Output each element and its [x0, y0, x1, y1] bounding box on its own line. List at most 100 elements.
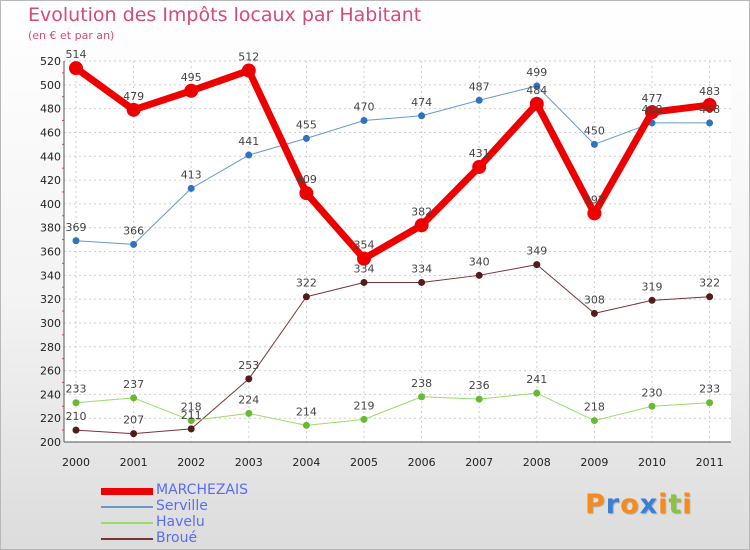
- y-tick-label: 360: [40, 246, 61, 259]
- axis-layer: 200 220 240 260 280 300 320 340 360 380 400 420 440 4…: [40, 55, 731, 469]
- data-label: 218: [584, 401, 605, 414]
- y-tick-label: 480: [40, 103, 61, 116]
- y-tick-label: 260: [40, 365, 61, 378]
- data-point: [187, 184, 195, 192]
- data-label: 340: [469, 255, 490, 268]
- data-point: [702, 98, 717, 113]
- proxiti-logo: Proxiti: [585, 489, 693, 520]
- data-point: [706, 119, 714, 127]
- data-label: 230: [642, 386, 663, 399]
- data-point: [130, 394, 138, 402]
- chart-subtitle: (en € et par an): [28, 29, 115, 42]
- data-point: [533, 389, 541, 397]
- data-point: [245, 409, 253, 417]
- data-point: [302, 293, 310, 301]
- data-label: 483: [699, 85, 720, 98]
- data-point: [533, 261, 541, 269]
- chart-title: Evolution des Impôts locaux par Habitant: [28, 4, 422, 26]
- data-label: 487: [469, 80, 490, 93]
- data-label: 233: [699, 383, 720, 396]
- data-point: [360, 415, 368, 423]
- data-point: [245, 375, 253, 383]
- data-label: 207: [123, 414, 144, 427]
- legend-label: Broué: [156, 530, 198, 546]
- data-point: [418, 393, 426, 401]
- data-point: [414, 218, 429, 233]
- data-label: 477: [642, 92, 663, 105]
- x-tick-label: 2001: [120, 456, 148, 469]
- grid-layer: [64, 60, 731, 443]
- data-label: 470: [354, 101, 375, 114]
- logo-letter: r: [605, 489, 621, 520]
- legend-swatch: [101, 522, 153, 524]
- data-point: [475, 395, 483, 403]
- data-point: [299, 186, 314, 201]
- data-point: [184, 83, 199, 98]
- data-point: [587, 206, 602, 221]
- series-line: [73, 65, 711, 263]
- x-tick-label: 2008: [523, 456, 551, 469]
- y-tick-label: 400: [40, 198, 61, 211]
- data-label: 409: [296, 173, 317, 186]
- data-label: 431: [469, 147, 490, 160]
- data-point: [302, 134, 310, 142]
- data-point: [706, 399, 714, 407]
- data-label: 369: [66, 221, 87, 234]
- y-tick-label: 220: [40, 412, 61, 425]
- series-line: [75, 264, 710, 435]
- data-label: 413: [181, 168, 202, 181]
- data-label: 514: [66, 48, 87, 61]
- logo-letter: i: [682, 489, 693, 520]
- data-point: [472, 159, 487, 174]
- data-point: [302, 421, 310, 429]
- data-point: [529, 96, 544, 111]
- y-tick-label: 320: [40, 293, 61, 306]
- data-point: [590, 140, 598, 148]
- data-point: [69, 61, 83, 76]
- data-label: 334: [411, 262, 432, 275]
- data-label: 495: [181, 71, 202, 84]
- data-point: [187, 417, 195, 425]
- y-tick-label: 380: [40, 222, 61, 235]
- legend-swatch: [101, 538, 153, 540]
- data-label: 237: [123, 378, 144, 391]
- data-label: 450: [584, 124, 605, 137]
- data-label: 512: [238, 51, 259, 64]
- data-label: 219: [354, 399, 375, 412]
- data-label: 468: [642, 103, 663, 116]
- series-layer: [69, 61, 717, 438]
- data-point: [126, 102, 141, 117]
- data-point: [475, 271, 483, 279]
- data-point: [590, 417, 598, 425]
- data-point: [241, 63, 256, 78]
- data-label: 322: [296, 277, 317, 290]
- data-point: [72, 399, 80, 407]
- data-label: 224: [238, 393, 259, 406]
- y-tick-label: 200: [40, 436, 61, 449]
- y-tick-label: 500: [40, 79, 61, 92]
- series-line: [75, 85, 710, 245]
- data-label: 382: [411, 205, 432, 218]
- data-label: 479: [123, 90, 144, 103]
- series-broué: [72, 261, 714, 438]
- y-tick-label: 280: [40, 341, 61, 354]
- data-point: [645, 105, 659, 120]
- data-label: 319: [642, 280, 663, 293]
- data-point: [360, 278, 368, 286]
- series-line: [75, 392, 710, 426]
- x-tick-label: 2004: [292, 456, 320, 469]
- data-label: 455: [296, 118, 317, 131]
- data-label: 474: [411, 96, 432, 109]
- series-serville: [72, 82, 714, 248]
- data-label: 210: [66, 410, 87, 423]
- x-tick-label: 2011: [696, 456, 724, 469]
- series-marchezais: [69, 61, 717, 266]
- logo-letter: P: [585, 489, 606, 520]
- legend-label: Serville: [156, 498, 208, 514]
- data-point: [245, 151, 253, 159]
- y-tick-label: 340: [40, 269, 61, 282]
- data-point: [418, 278, 426, 286]
- data-label: 484: [526, 84, 547, 97]
- logo-letter: x: [639, 489, 659, 520]
- logo-letter: i: [658, 489, 669, 520]
